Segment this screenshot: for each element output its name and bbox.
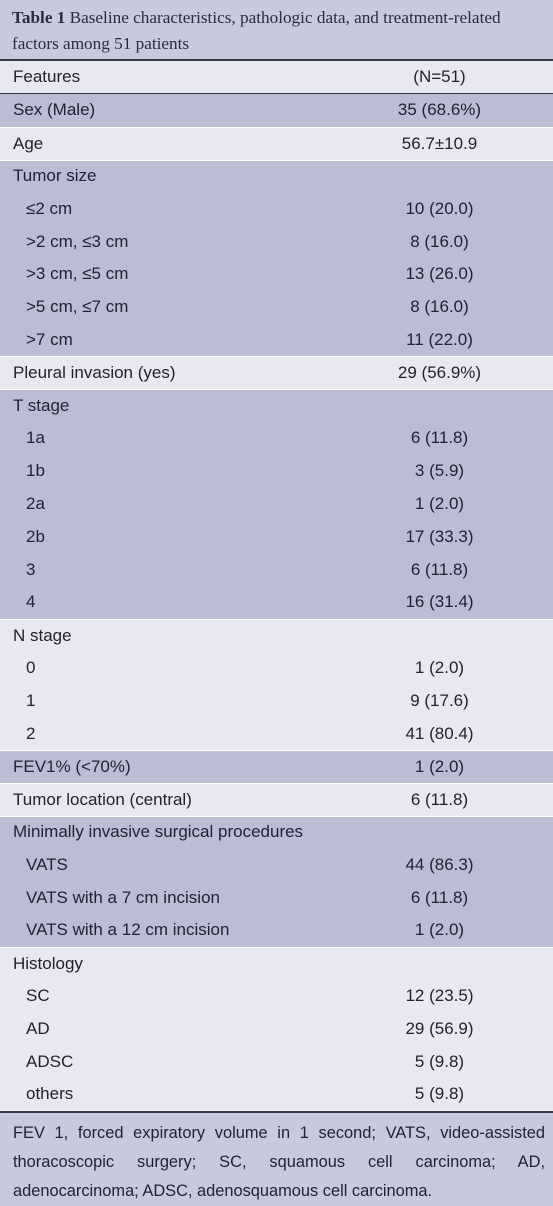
row-value: 12 (23.5)	[405, 985, 474, 1005]
table-row: SC 12 (23.5)	[0, 979, 553, 1013]
row-value: 6 (11.8)	[410, 789, 469, 809]
table-row: FEV1% (<70%) 1 (2.0)	[0, 749, 553, 783]
table-row: VATS with a 7 cm incision 6 (11.8)	[0, 881, 553, 914]
row-value: 13 (26.0)	[405, 264, 474, 284]
table-row: Pleural invasion (yes) 29 (56.9%)	[0, 356, 553, 390]
table-row: Minimally invasive surgical procedures	[0, 815, 553, 849]
table-row: 2a 1 (2.0)	[0, 487, 553, 521]
row-value: 9 (17.6)	[410, 690, 469, 710]
row-label: Histology	[13, 953, 83, 973]
header-n: (N=51)	[413, 67, 466, 86]
table-row: Sex (Male) 35 (68.6%)	[0, 94, 553, 127]
row-label: Tumor location (central)	[13, 789, 192, 809]
row-value: 44 (86.3)	[405, 854, 474, 874]
table-row: N stage	[0, 618, 553, 652]
table-row: Histology	[0, 946, 553, 980]
row-label: others	[26, 1084, 74, 1104]
row-label: ADSC	[26, 1051, 74, 1071]
row-label: 1b	[26, 461, 45, 481]
table-row: others 5 (9.8)	[0, 1077, 553, 1111]
row-label: >5 cm, ≤7 cm	[26, 297, 129, 317]
row-value: 1 (2.0)	[414, 756, 465, 776]
row-label: N stage	[13, 625, 72, 645]
table-row: 0 1 (2.0)	[0, 651, 553, 685]
row-label: >2 cm, ≤3 cm	[26, 231, 129, 251]
row-value: 10 (20.0)	[405, 198, 474, 218]
row-label: VATS with a 7 cm incision	[26, 887, 220, 907]
row-label: FEV1% (<70%)	[13, 756, 131, 776]
row-value: 16 (31.4)	[405, 592, 474, 612]
table-caption-text: Baseline characteristics, pathologic dat…	[12, 8, 501, 53]
row-value: 1 (2.0)	[414, 493, 465, 513]
table-caption-label: Table 1	[12, 8, 66, 27]
table-row: Tumor location (central) 6 (11.8)	[0, 782, 553, 816]
row-label: 4	[26, 592, 36, 612]
table-row: VATS with a 12 cm incision 1 (2.0)	[0, 913, 553, 947]
row-label: >7 cm	[26, 329, 73, 349]
row-value: 11 (22.0)	[406, 329, 473, 349]
row-label: 1a	[26, 428, 45, 448]
row-value: 1 (2.0)	[414, 657, 465, 677]
row-label: VATS	[26, 854, 68, 874]
row-label: Tumor size	[13, 166, 97, 186]
row-label: 2b	[26, 526, 45, 546]
row-label: 1	[26, 690, 36, 710]
table-row: Tumor size	[0, 159, 553, 193]
row-value: 41 (80.4)	[405, 723, 474, 743]
table-row: 4 16 (31.4)	[0, 585, 553, 619]
row-value: 35 (68.6%)	[397, 100, 482, 120]
table-body: Sex (Male) 35 (68.6%) Age 56.7±10.9 Tumor si…	[0, 94, 553, 1111]
row-label: AD	[26, 1018, 50, 1038]
row-value: 3 (5.9)	[414, 461, 465, 481]
table-caption: Table 1 Baseline characteristics, pathol…	[0, 0, 553, 61]
row-label: VATS with a 12 cm incision	[26, 920, 230, 940]
row-value: 6 (11.8)	[410, 559, 469, 579]
row-label: 2	[26, 723, 36, 743]
row-value: 56.7±10.9	[401, 133, 478, 153]
header-features: Features	[13, 67, 81, 86]
row-label: SC	[26, 985, 50, 1005]
table-row: 1 9 (17.6)	[0, 684, 553, 718]
row-label: 0	[26, 657, 36, 677]
row-label: ≤2 cm	[26, 198, 73, 218]
table-header-row: Features (N=51)	[0, 61, 553, 94]
table-row: Age 56.7±10.9	[0, 126, 553, 160]
row-value: 29 (56.9%)	[397, 363, 482, 383]
table-row: 1a 6 (11.8)	[0, 421, 553, 455]
row-label: Age	[13, 133, 44, 153]
row-label: Pleural invasion (yes)	[13, 363, 176, 383]
table-row: >3 cm, ≤5 cm 13 (26.0)	[0, 257, 553, 291]
table-row: ≤2 cm 10 (20.0)	[0, 192, 553, 226]
row-value: 6 (11.8)	[410, 887, 469, 907]
row-value: 6 (11.8)	[410, 428, 469, 448]
table-row: AD 29 (56.9)	[0, 1012, 553, 1046]
row-value: 17 (33.3)	[405, 526, 474, 546]
table-row: VATS 44 (86.3)	[0, 848, 553, 882]
table-footnote: FEV 1, forced expiratory volume in 1 sec…	[0, 1110, 553, 1206]
row-value: 8 (16.0)	[410, 231, 469, 251]
table-row: 2b 17 (33.3)	[0, 520, 553, 554]
row-label: 2a	[26, 493, 45, 513]
row-value: 5 (9.8)	[414, 1084, 465, 1104]
row-label: T stage	[13, 396, 70, 416]
row-label: Sex (Male)	[13, 100, 96, 120]
table-row: ADSC 5 (9.8)	[0, 1045, 553, 1078]
row-value: 1 (2.0)	[414, 920, 465, 940]
table-row: 3 6 (11.8)	[0, 553, 553, 586]
table-row: 1b 3 (5.9)	[0, 454, 553, 488]
table-row: T stage	[0, 389, 553, 422]
table-row: 2 41 (80.4)	[0, 717, 553, 750]
row-label: 3	[26, 559, 36, 579]
row-value: 29 (56.9)	[405, 1018, 474, 1038]
row-label: >3 cm, ≤5 cm	[26, 264, 129, 284]
table-row: >2 cm, ≤3 cm 8 (16.0)	[0, 225, 553, 258]
row-value: 8 (16.0)	[410, 297, 469, 317]
table-row: >5 cm, ≤7 cm 8 (16.0)	[0, 290, 553, 324]
row-label: Minimally invasive surgical procedures	[13, 822, 304, 842]
row-value: 5 (9.8)	[414, 1051, 465, 1071]
table-row: >7 cm 11 (22.0)	[0, 323, 553, 357]
